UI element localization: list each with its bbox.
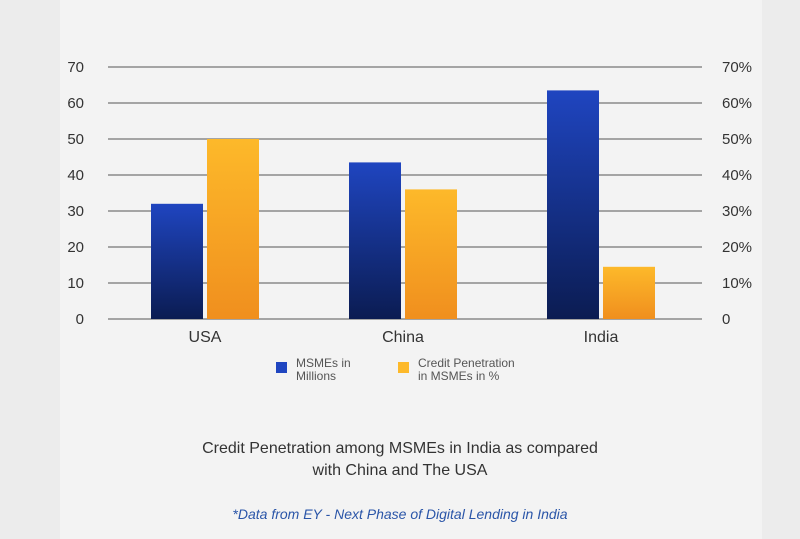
y-tick-label: 40 bbox=[67, 167, 84, 184]
legend-swatch-credit bbox=[398, 362, 409, 373]
bar-chart: 0 10 20 30 40 50 60 70 0 10% 20% 30% 40% 50% 60% 70% U… bbox=[67, 59, 752, 346]
bar-msme-china bbox=[349, 162, 401, 319]
x-category-label: USA bbox=[189, 329, 222, 346]
y-tick-label: 70 bbox=[67, 59, 84, 76]
bar-msme-india bbox=[547, 90, 599, 320]
bar-msme-usa bbox=[151, 203, 203, 319]
legend-item-msme: MSMEs in Millions bbox=[276, 357, 351, 383]
bar-credit-china bbox=[405, 189, 457, 319]
right-y-axis: 0 10% 20% 30% 40% 50% 60% 70% bbox=[722, 59, 752, 328]
bar-credit-india bbox=[603, 266, 655, 319]
x-category-label: India bbox=[584, 329, 619, 346]
x-axis-categories: USA China India bbox=[189, 329, 619, 346]
chart-title: Credit Penetration among MSMEs in India … bbox=[202, 440, 598, 479]
y-tick-label: 20 bbox=[67, 239, 84, 256]
legend-item-credit: Credit Penetration in MSMEs in % bbox=[398, 357, 515, 383]
legend: MSMEs in Millions Credit Penetration in … bbox=[0, 357, 800, 393]
y2-tick-label: 60% bbox=[722, 95, 752, 112]
legend-label-credit: Credit Penetration in MSMEs in % bbox=[418, 356, 515, 383]
bars bbox=[151, 90, 655, 320]
y-tick-label: 30 bbox=[67, 203, 84, 220]
y2-tick-label: 50% bbox=[722, 131, 752, 148]
y2-tick-label: 10% bbox=[722, 275, 752, 292]
left-y-axis: 0 10 20 30 40 50 60 70 bbox=[67, 59, 84, 328]
y-tick-label: 10 bbox=[67, 275, 84, 292]
legend-label-msme: MSMEs in Millions bbox=[296, 356, 351, 383]
y2-tick-label: 40% bbox=[722, 167, 752, 184]
y-tick-label: 0 bbox=[76, 311, 84, 328]
y-tick-label: 60 bbox=[67, 95, 84, 112]
x-category-label: China bbox=[382, 329, 424, 346]
source-note: *Data from EY - Next Phase of Digital Le… bbox=[232, 506, 568, 522]
legend-swatch-msme bbox=[276, 362, 287, 373]
y2-tick-label: 30% bbox=[722, 203, 752, 220]
y-tick-label: 50 bbox=[67, 131, 84, 148]
y2-tick-label: 70% bbox=[722, 59, 752, 76]
y2-tick-label: 20% bbox=[722, 239, 752, 256]
y2-tick-label: 0 bbox=[722, 311, 730, 328]
bar-credit-usa bbox=[207, 139, 259, 319]
